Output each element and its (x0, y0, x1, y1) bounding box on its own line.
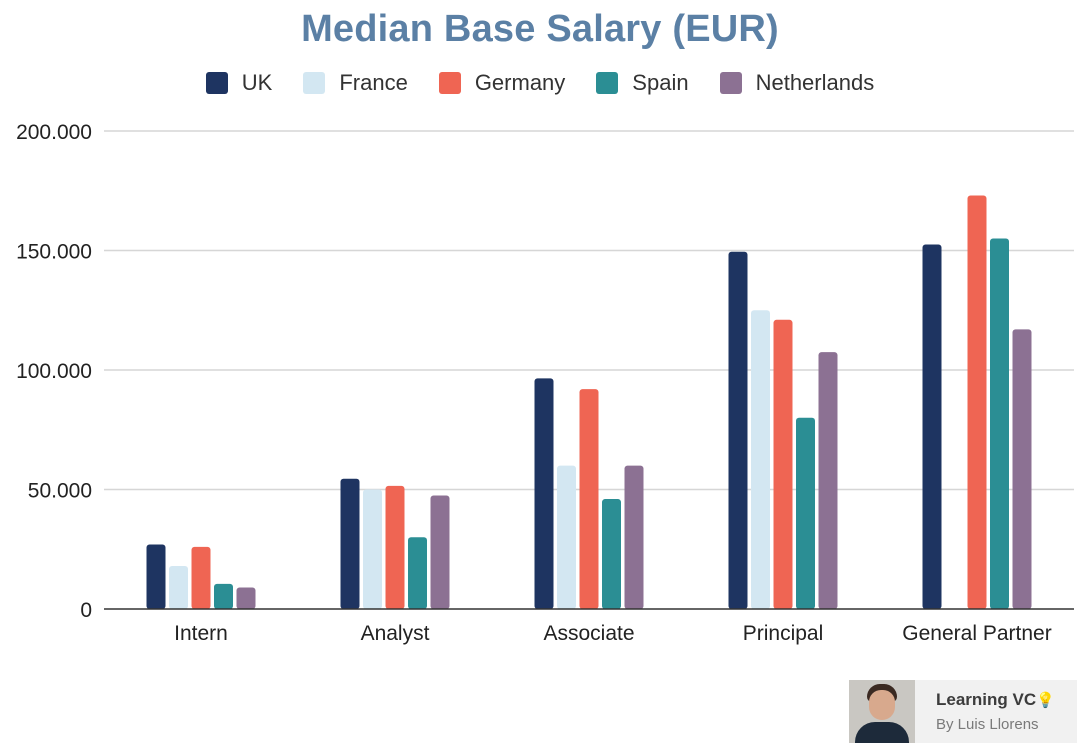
legend-item-uk: UK (205, 70, 273, 96)
legend-swatch (303, 72, 326, 94)
x-tick-label: General Partner (902, 622, 1051, 645)
author-badge-title: Learning VC (936, 690, 1037, 709)
x-tick-label: Associate (543, 622, 634, 645)
legend-label: Spain (632, 70, 689, 95)
bar-netherlands-associate (624, 465, 644, 609)
bar-spain-analyst (408, 537, 427, 609)
bar-netherlands-analyst (430, 495, 450, 609)
bar-germany-general-partner (967, 195, 987, 609)
y-tick-label: 50.000 (28, 480, 92, 503)
legend-item-france: France (303, 70, 408, 96)
bar-netherlands-general-partner (1012, 329, 1032, 609)
legend-label: Netherlands (755, 70, 875, 95)
legend-swatch (719, 72, 742, 94)
legend-swatch (205, 72, 228, 94)
bar-france-associate (557, 465, 576, 609)
chart-plot: 0 50.000 100.000 150.000 200.000 Intern Analys… (16, 121, 1074, 645)
legend-item-spain: Spain (596, 70, 689, 96)
legend-item-netherlands: Netherlands (719, 70, 875, 96)
lightbulb-icon: 💡 (1036, 692, 1055, 709)
bar-spain-general-partner (990, 238, 1009, 610)
y-tick-label: 150.000 (16, 241, 92, 264)
bar-france-intern (169, 565, 188, 609)
bar-netherlands-principal (818, 352, 838, 609)
author-badge-text: Learning VC💡 By Luis Llorens (915, 690, 1055, 733)
bar-uk-general-partner (922, 244, 942, 609)
bar-france-analyst (363, 489, 382, 609)
y-tick-label: 0 (80, 599, 92, 622)
legend-label: UK (241, 70, 273, 95)
legend-label: Germany (474, 70, 566, 95)
y-tick-label: 100.000 (16, 360, 92, 383)
legend-item-germany: Germany (438, 70, 566, 96)
y-tick-label: 200.000 (16, 121, 92, 144)
x-tick-label: Intern (174, 622, 228, 645)
chart-legend: UK France Germany Spain Netherlands (0, 70, 1080, 96)
chart-title: Median Base Salary (EUR) (301, 8, 779, 50)
legend-label: France (339, 70, 408, 95)
bar-uk-associate (534, 378, 554, 609)
bar-uk-intern (146, 544, 166, 609)
author-badge-subtitle: By Luis Llorens (936, 716, 1039, 733)
legend-swatch (438, 72, 461, 94)
bar-germany-analyst (385, 485, 405, 609)
legend-swatch (596, 72, 619, 94)
bar-uk-principal (728, 251, 748, 609)
bar-germany-intern (191, 546, 211, 609)
bar-netherlands-intern (236, 587, 256, 609)
bar-germany-associate (579, 389, 599, 609)
author-avatar (849, 680, 915, 743)
bar-germany-principal (773, 319, 793, 609)
bar-spain-principal (796, 417, 815, 609)
x-tick-label: Principal (743, 622, 824, 645)
bar-uk-analyst (340, 478, 360, 609)
author-badge: Learning VC💡 By Luis Llorens (849, 680, 1077, 743)
bar-spain-associate (602, 499, 621, 609)
bar-france-principal (751, 310, 770, 609)
x-tick-label: Analyst (361, 622, 430, 645)
bar-spain-intern (214, 583, 233, 609)
